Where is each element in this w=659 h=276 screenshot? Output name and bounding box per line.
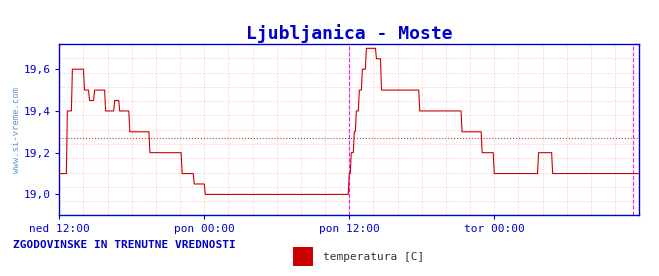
Text: ZGODOVINSKE IN TRENUTNE VREDNOSTI: ZGODOVINSKE IN TRENUTNE VREDNOSTI xyxy=(13,240,236,250)
Text: temperatura [C]: temperatura [C] xyxy=(323,252,424,262)
Y-axis label: www.si-vreme.com: www.si-vreme.com xyxy=(11,87,20,173)
Title: Ljubljanica - Moste: Ljubljanica - Moste xyxy=(246,24,453,43)
Bar xyxy=(293,247,313,266)
